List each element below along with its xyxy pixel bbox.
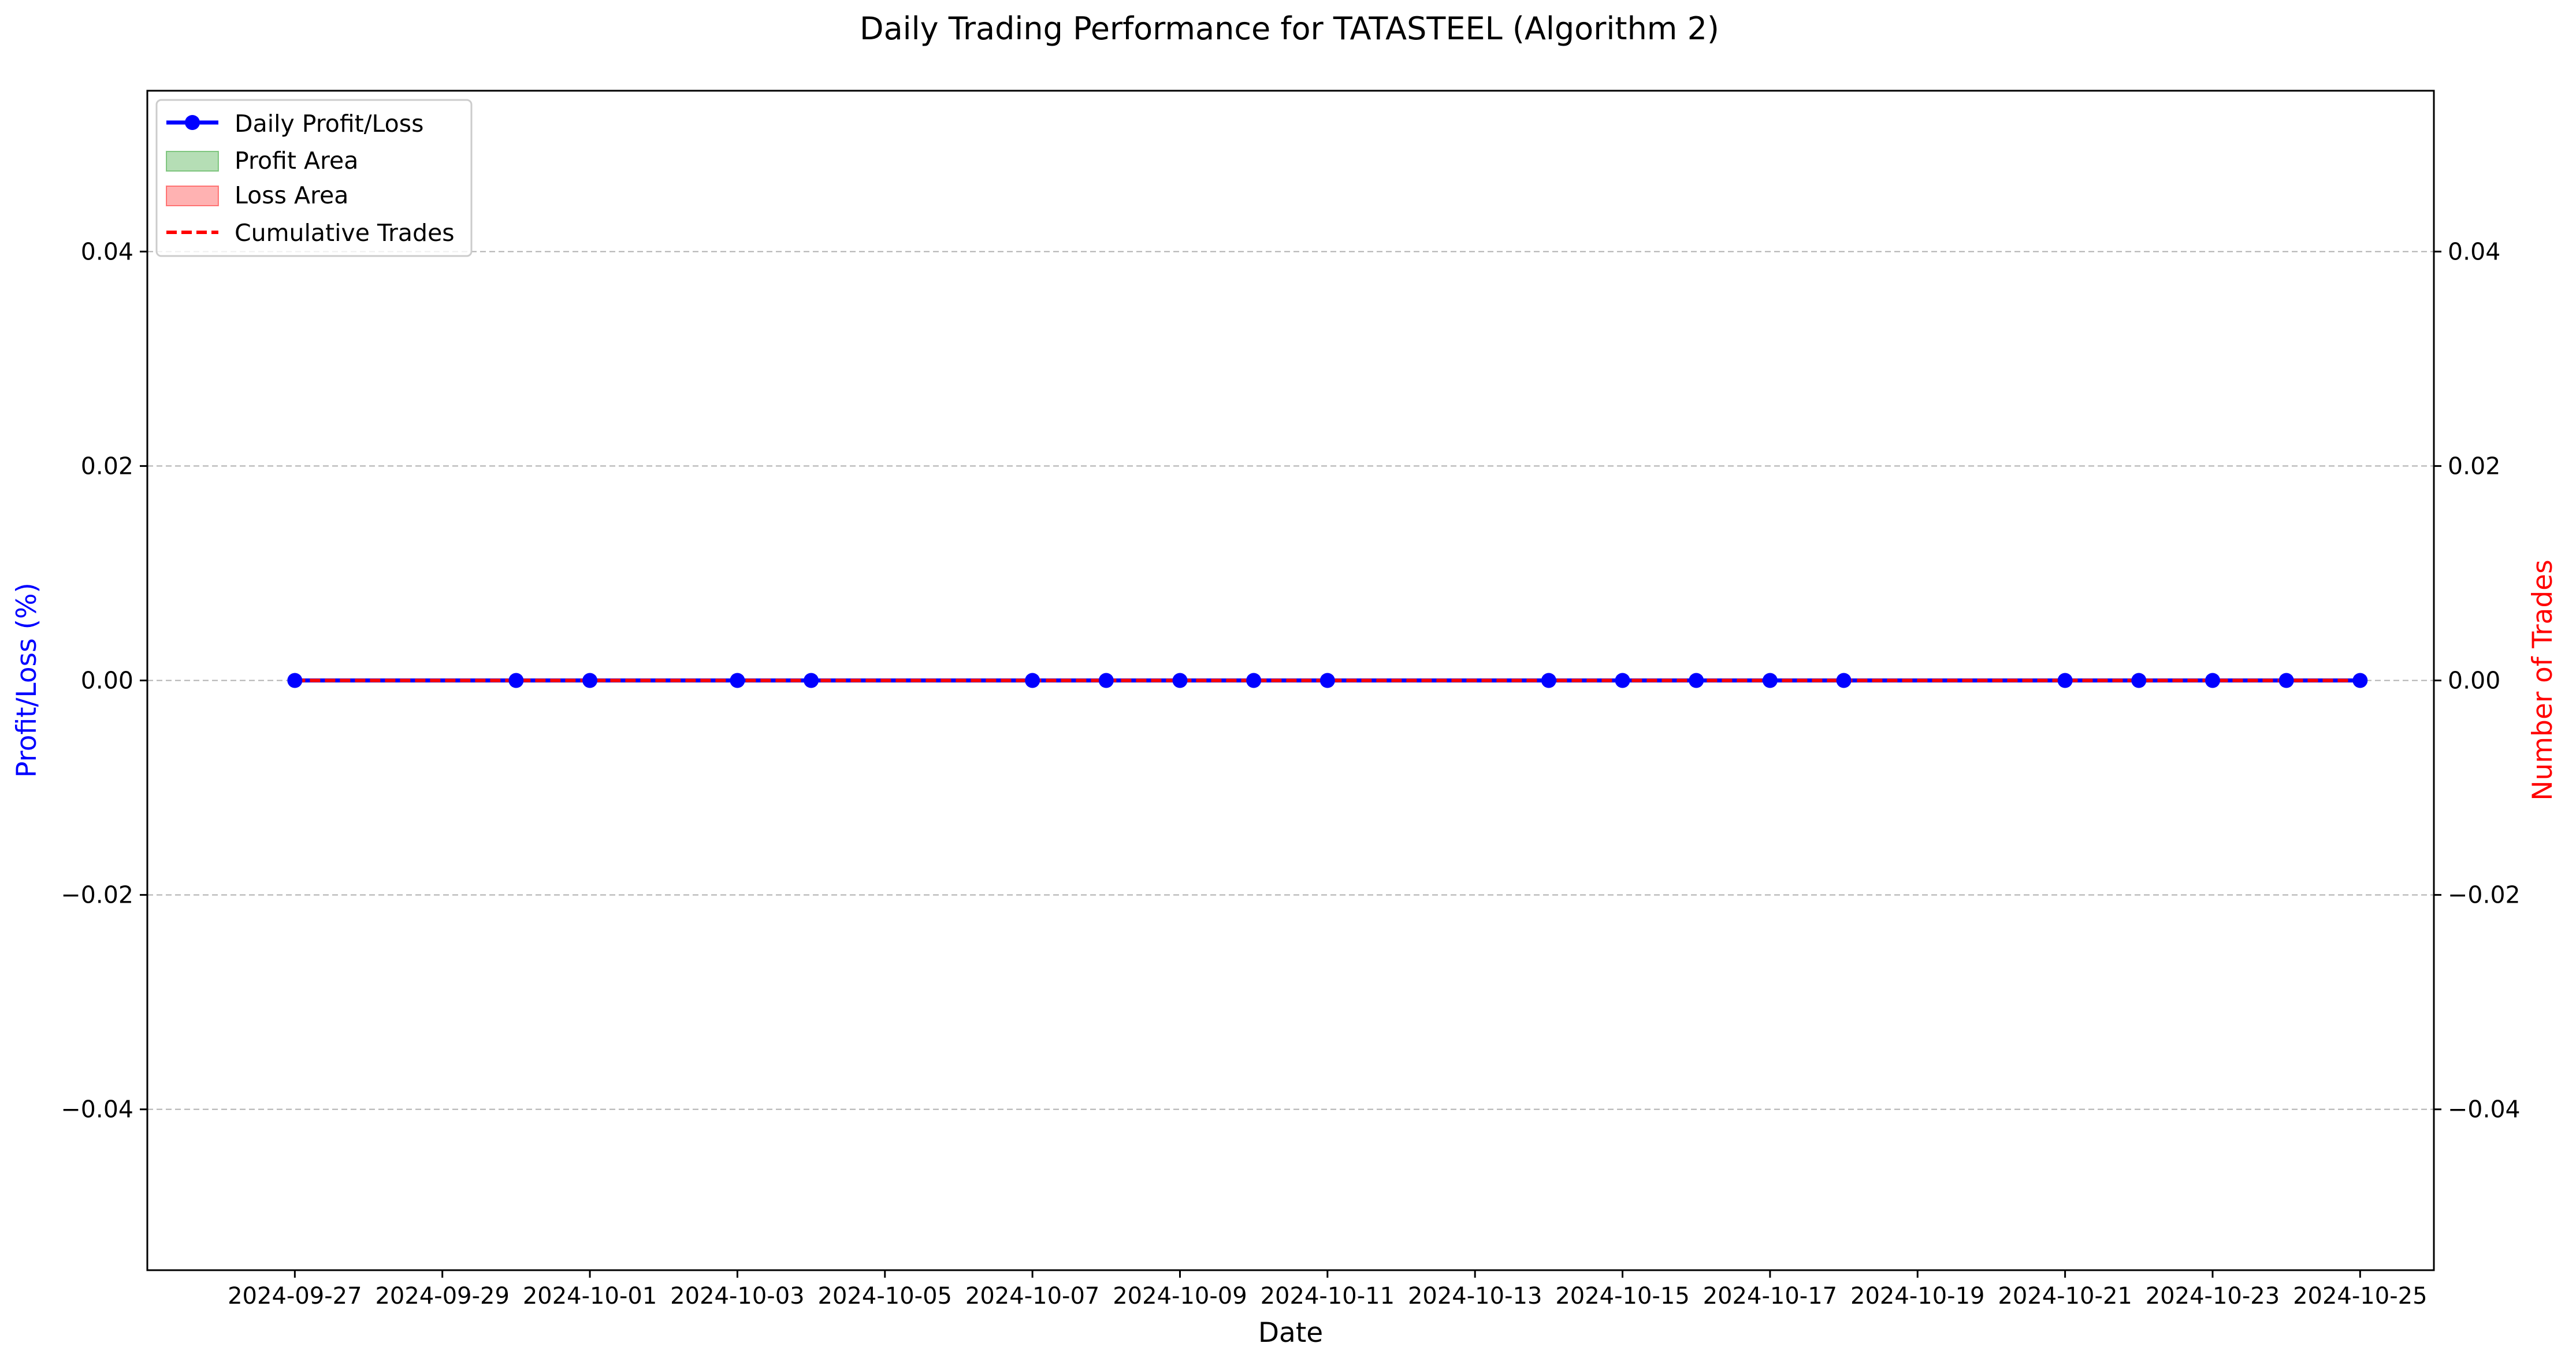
y-tick-label-right: −0.04	[2448, 1096, 2521, 1123]
legend-label: Profit Area	[235, 147, 358, 175]
x-tick-label: 2024-10-15	[1555, 1283, 1689, 1309]
legend-label: Cumulative Trades	[235, 219, 455, 247]
y-tick-label-left: 0.00	[81, 667, 133, 695]
y-axis-label-left: Profit/Loss (%)	[11, 583, 43, 778]
legend-swatch-profit-area	[166, 151, 219, 172]
profit-loss-point	[1836, 673, 1852, 688]
x-tick-label: 2024-10-17	[1703, 1283, 1837, 1309]
profit-loss-point	[1615, 673, 1630, 688]
legend-item-daily-profit-loss: Daily Profit/Loss	[166, 110, 423, 138]
profit-loss-point	[582, 673, 598, 688]
y-tick-label-left: −0.04	[61, 1096, 133, 1123]
y-tick-label-left: 0.04	[81, 238, 133, 265]
x-axis-label: Date	[1258, 1317, 1323, 1349]
series-layer	[287, 673, 2368, 688]
y-tick-label-right: 0.04	[2448, 238, 2500, 265]
x-tick-label: 2024-10-09	[1113, 1283, 1247, 1309]
x-tick-label: 2024-10-03	[670, 1283, 804, 1309]
x-tick-label: 2024-10-19	[1850, 1283, 1984, 1309]
x-axis: 2024-09-27 2024-09-29 2024-10-01 2024-10-03…	[228, 1270, 2428, 1309]
profit-loss-point	[1246, 673, 1262, 688]
profit-loss-point	[1541, 673, 1556, 688]
legend-swatch-profit-loss-marker	[185, 115, 200, 130]
legend-item-loss-area: Loss Area	[166, 181, 348, 209]
x-tick-label: 2024-10-01	[523, 1283, 657, 1309]
profit-loss-point	[730, 673, 745, 688]
x-tick-label: 2024-10-23	[2146, 1283, 2280, 1309]
profit-loss-point	[1762, 673, 1778, 688]
x-tick-label: 2024-10-21	[1998, 1283, 2132, 1309]
y-tick-label-left: 0.02	[81, 452, 133, 480]
profit-loss-point	[508, 673, 524, 688]
x-tick-label: 2024-10-11	[1261, 1283, 1395, 1309]
legend-label: Daily Profit/Loss	[235, 110, 423, 138]
x-tick-label: 2024-10-07	[965, 1283, 1099, 1309]
legend-swatch-loss-area	[166, 185, 219, 206]
chart-title: Daily Trading Performance for TATASTEEL …	[860, 10, 1719, 47]
profit-loss-point	[2205, 673, 2220, 688]
legend-item-profit-area: Profit Area	[166, 147, 358, 175]
profit-loss-point	[1689, 673, 1704, 688]
x-tick-label: 2024-10-25	[2293, 1283, 2427, 1309]
legend-frame	[155, 99, 473, 257]
y-tick-label-right: 0.02	[2448, 452, 2500, 480]
x-tick-label: 2024-10-13	[1408, 1283, 1542, 1309]
profit-loss-point	[287, 673, 303, 688]
profit-loss-point	[2131, 673, 2147, 688]
y-tick-label-right: 0.00	[2448, 667, 2500, 695]
x-tick-label: 2024-10-05	[818, 1283, 952, 1309]
y-axis-label-right: Number of Trades	[2527, 559, 2559, 800]
profit-loss-point	[1319, 673, 1335, 688]
profit-loss-point	[2057, 673, 2073, 688]
profit-loss-point	[804, 673, 819, 688]
profit-loss-point	[1172, 673, 1188, 688]
y-tick-label-right: −0.02	[2448, 881, 2521, 909]
profit-loss-point	[1098, 673, 1114, 688]
y-axis-left: 0.04 0.02 0.00 −0.02 −0.04	[61, 238, 147, 1123]
x-tick-label: 2024-09-27	[228, 1283, 362, 1309]
profit-loss-point	[2278, 673, 2294, 688]
y-tick-label-left: −0.02	[61, 881, 133, 909]
legend-item-cumulative-trades: Cumulative Trades	[166, 219, 455, 247]
profit-loss-point	[1025, 673, 1040, 688]
profit-loss-point	[2352, 673, 2368, 688]
legend: Daily Profit/Loss Profit Area Loss Area …	[155, 99, 473, 257]
x-tick-label: 2024-09-29	[375, 1283, 509, 1309]
y-axis-right: 0.04 0.02 0.00 −0.02 −0.04	[2434, 238, 2521, 1123]
legend-label: Loss Area	[235, 181, 348, 209]
